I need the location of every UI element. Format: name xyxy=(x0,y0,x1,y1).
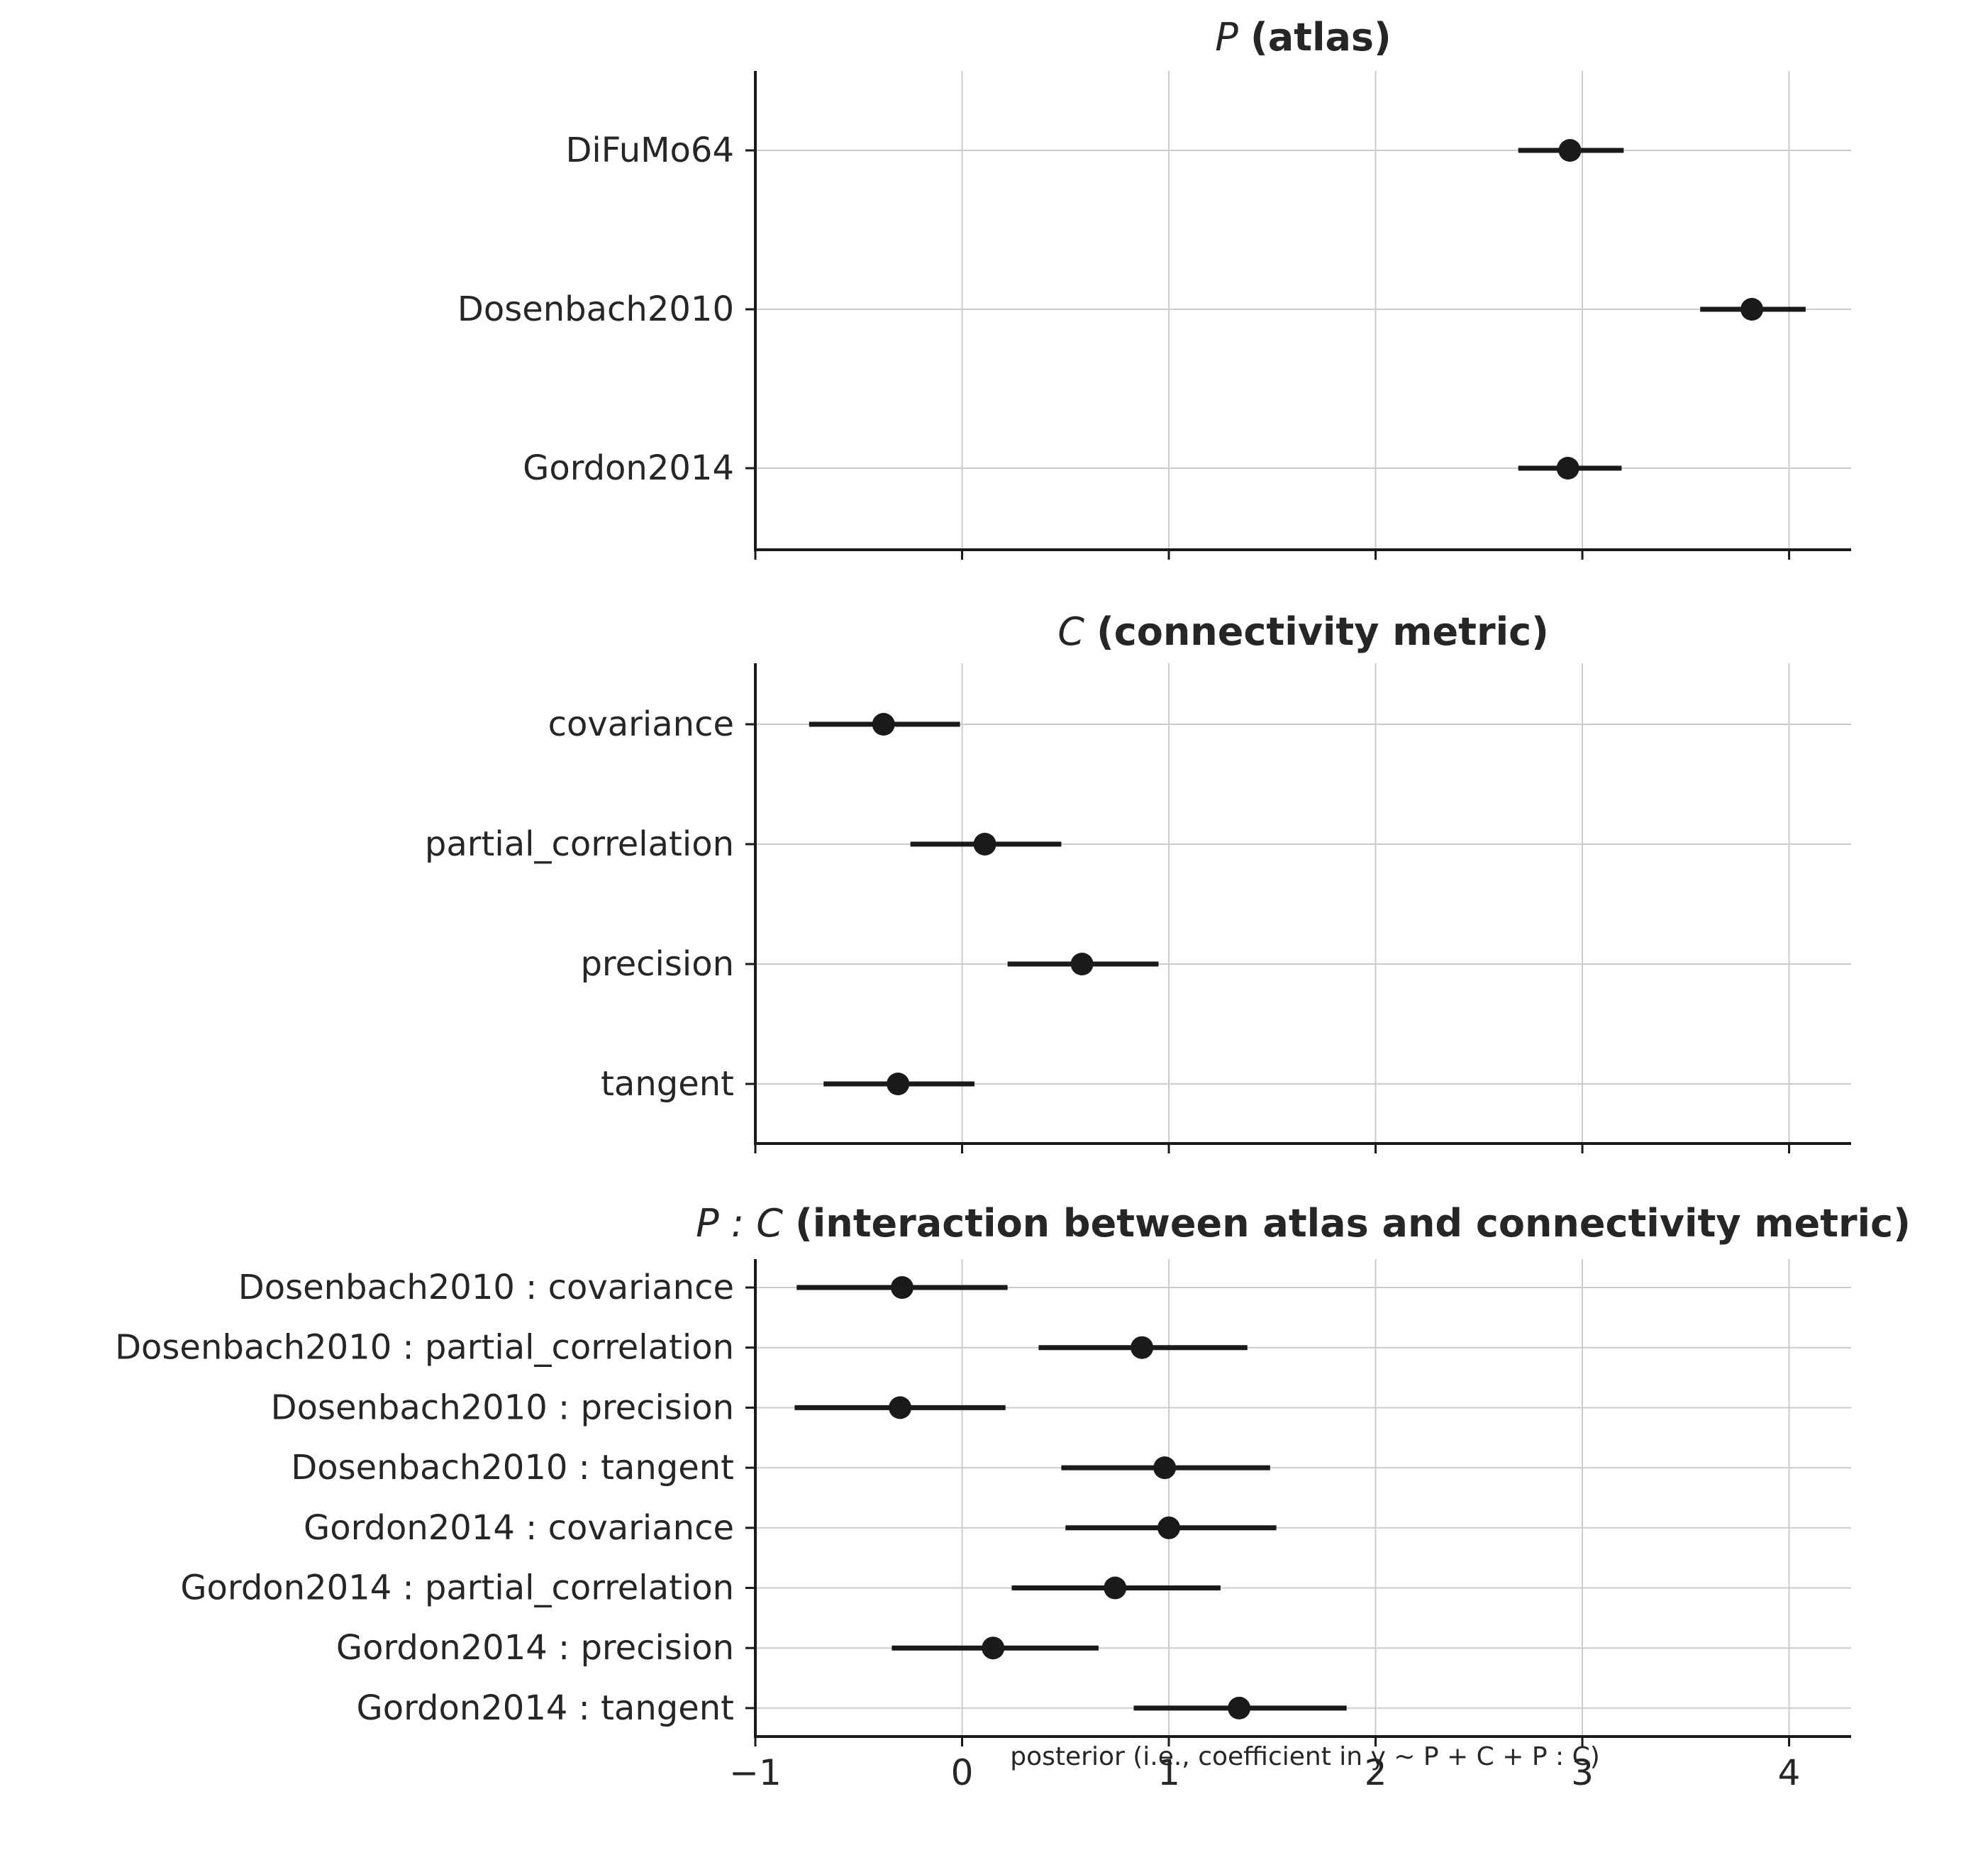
posterior-point xyxy=(1228,1696,1251,1720)
y-tick-label: Dosenbach2010 : tangent xyxy=(291,1448,734,1488)
posterior-point xyxy=(973,833,996,855)
y-tick-label: Gordon2014 : covariance xyxy=(304,1508,734,1548)
panel-title-text: (interaction between atlas and connectiv… xyxy=(795,1201,1911,1246)
posterior-point xyxy=(889,1396,912,1419)
y-tick-label: partial_correlation xyxy=(425,824,734,864)
posterior-point xyxy=(1157,1516,1181,1539)
posterior-point xyxy=(1556,457,1579,480)
posterior-point xyxy=(1740,298,1764,321)
y-tick-label: tangent xyxy=(601,1064,734,1104)
posterior-point xyxy=(887,1073,910,1095)
panel-connectivity-metric: covariance partial_correlation precision ta… xyxy=(425,609,1851,1153)
y-tick-label: Gordon2014 : precision xyxy=(336,1628,734,1668)
panel-title-text: (atlas) xyxy=(1250,15,1392,60)
panel-title-text: (connectivity metric) xyxy=(1096,609,1549,654)
y-tick-label: Dosenbach2010 : precision xyxy=(271,1388,734,1427)
y-tick-label: Gordon2014 : tangent xyxy=(357,1688,734,1728)
panel-title: C (connectivity metric) xyxy=(1057,609,1549,654)
panel-title: P (atlas) xyxy=(1215,15,1391,60)
posterior-point xyxy=(1558,139,1582,162)
x-tick-label: 0 xyxy=(951,1752,974,1793)
y-tick-label: covariance xyxy=(548,704,734,744)
x-axis-label: posterior (i.e., coefficient in y ~ P + … xyxy=(1010,1742,1600,1771)
panel-atlas: DiFuMo64 Dosenbach2010 Gordon2014 P (atlas) xyxy=(457,15,1851,560)
posterior-point xyxy=(1153,1456,1177,1480)
x-tick-label: 4 xyxy=(1778,1752,1801,1793)
panel-title-symbol: C xyxy=(1057,609,1096,654)
x-tick-label: −1 xyxy=(729,1752,782,1793)
panel-title: P : C (interaction between atlas and con… xyxy=(696,1201,1911,1246)
y-tick-label: DiFuMo64 xyxy=(565,131,734,170)
panel-title-symbol: P xyxy=(1215,15,1250,60)
posterior-point xyxy=(1131,1336,1154,1359)
y-tick-label: Dosenbach2010 xyxy=(457,289,734,329)
panel-interaction: Dosenbach2010 : covariance Dosenbach2010 … xyxy=(115,1201,1911,1793)
y-tick-label: Gordon2014 : partial_correlation xyxy=(180,1568,734,1608)
posterior-point xyxy=(872,713,895,736)
y-tick-label: Dosenbach2010 : covariance xyxy=(238,1268,734,1307)
posterior-point xyxy=(1104,1576,1127,1600)
y-tick-label: Gordon2014 xyxy=(523,448,734,488)
x-tick-label: 1 xyxy=(1157,1752,1180,1793)
x-tick-label: 2 xyxy=(1365,1752,1387,1793)
posterior-point xyxy=(890,1276,914,1299)
y-tick-label: Dosenbach2010 : partial_correlation xyxy=(115,1328,734,1368)
posterior-point xyxy=(982,1637,1005,1660)
y-tick-label: precision xyxy=(580,944,734,984)
x-tick-label: 3 xyxy=(1571,1752,1594,1793)
posterior-point xyxy=(1070,953,1094,975)
panel-title-symbol: P : C xyxy=(696,1201,795,1246)
